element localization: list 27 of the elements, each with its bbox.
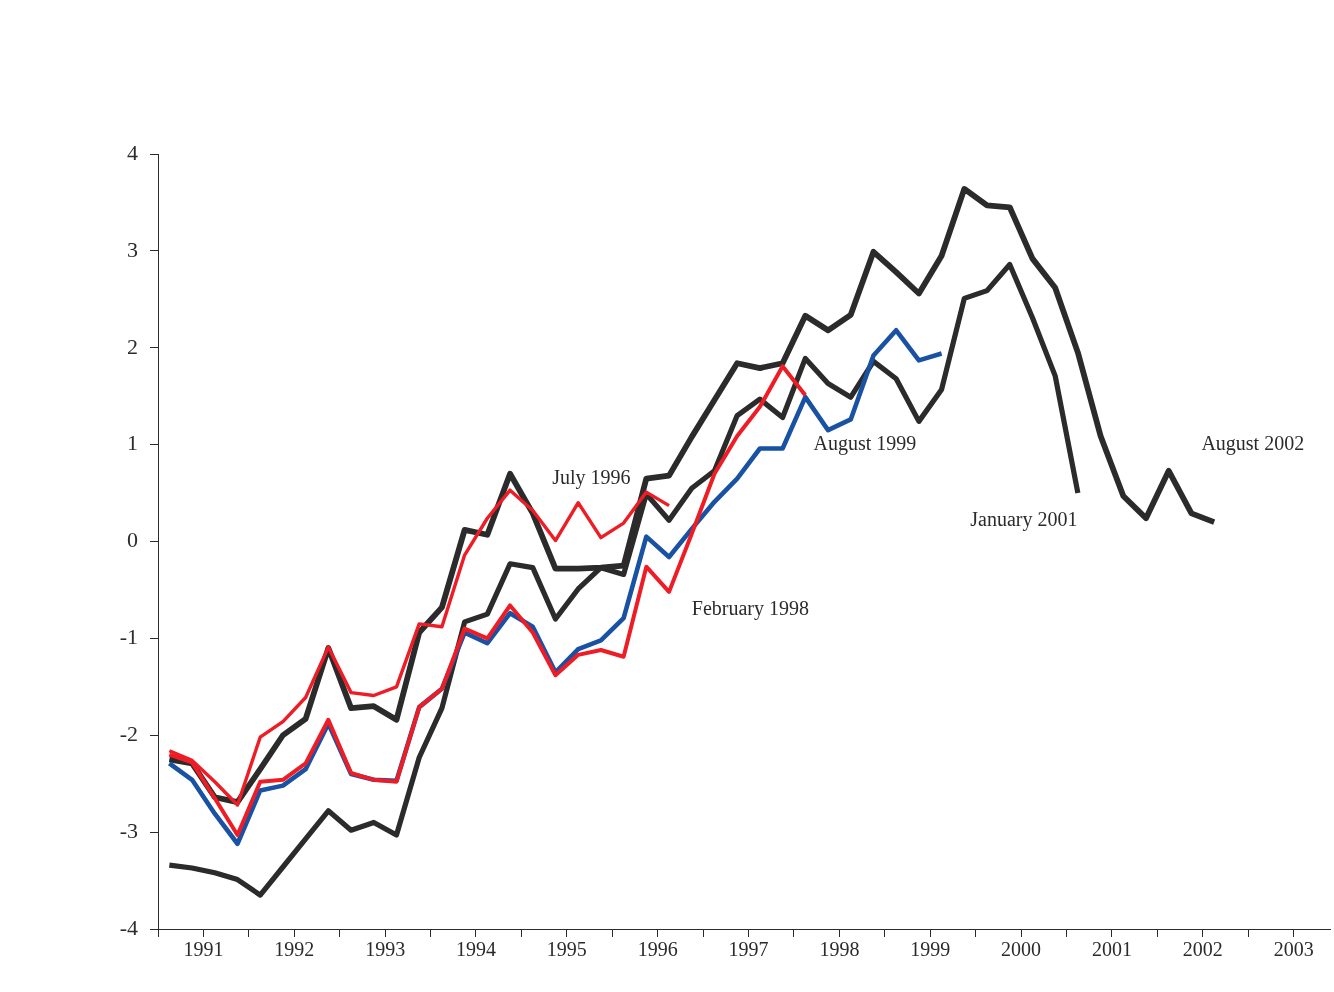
series-label: January 2001 [970,508,1078,532]
x-tick-label: 1993 [365,938,406,961]
x-tick-label: 1998 [819,938,860,961]
y-tick-label: 0 [127,527,138,553]
series-label: July 1996 [552,465,631,489]
y-tick-label: 4 [127,139,138,165]
series-label: August 1999 [813,431,917,455]
x-tick-label: 2003 [1273,938,1314,961]
series-label: August 2002 [1201,431,1305,455]
x-tick-label: 1992 [274,938,315,961]
x-tick-label: 1991 [183,938,224,961]
y-tick-label: -3 [119,817,138,843]
y-tick-label: -1 [119,624,138,650]
x-tick-label: 1996 [637,938,678,961]
x-tick-label: 2002 [1182,938,1223,961]
x-tick-label: 1999 [910,938,951,961]
y-tick-label: 2 [127,333,138,359]
y-tick-label: 1 [127,430,138,456]
series-label: February 1998 [691,596,809,620]
x-tick-label: 2001 [1091,938,1132,961]
y-tick-label: -2 [119,721,138,747]
y-tick-label: -4 [119,914,138,940]
x-tick-label: 2000 [1001,938,1042,961]
x-tick-label: 1995 [546,938,587,961]
x-tick-label: 1997 [728,938,769,961]
y-tick-label: 3 [127,236,138,262]
x-tick-label: 1994 [455,938,496,961]
